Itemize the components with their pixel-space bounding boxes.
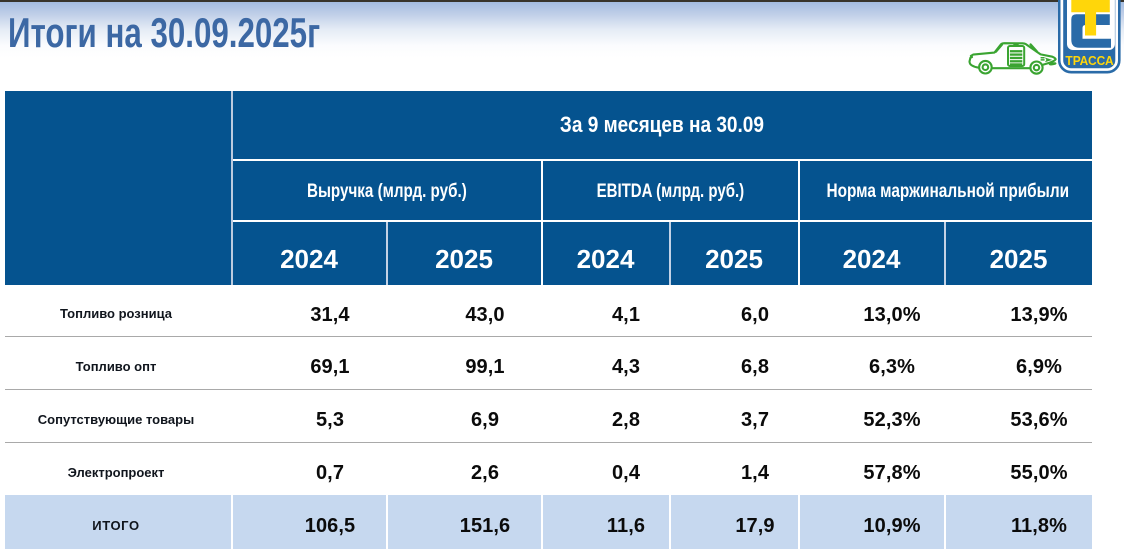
svg-text:ТРАССА: ТРАССА bbox=[1065, 54, 1113, 69]
